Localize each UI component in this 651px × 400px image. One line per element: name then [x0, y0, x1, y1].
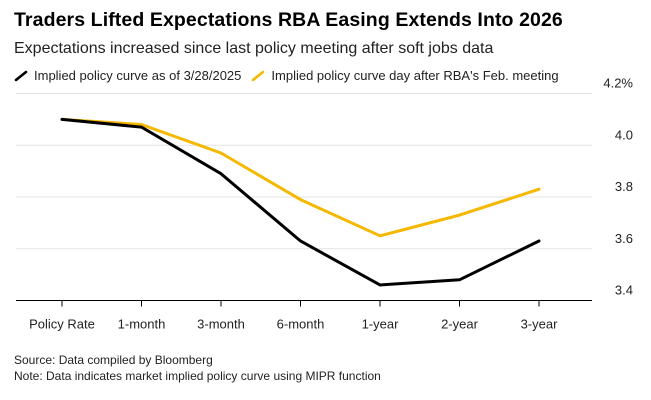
series-line-yellow: [60, 117, 541, 238]
legend-swatch-yellow: [251, 70, 265, 82]
series-line-black: [60, 117, 541, 287]
y-tick-label: 4.2%: [603, 76, 633, 91]
chart-title: Traders Lifted Expectations RBA Easing E…: [14, 9, 563, 31]
line-chart: 3.4 3.6 3.8 4.0 4.2% Policy Rate 1-month 3-mont…: [16, 76, 633, 332]
y-tick-label: 3.4: [615, 283, 633, 298]
y-tick-label: 3.8: [615, 179, 633, 194]
legend-item-black: Implied policy curve as of 3/28/2025: [14, 68, 241, 83]
x-tick-label: Policy Rate: [29, 317, 95, 332]
legend-label-black: Implied policy curve as of 3/28/2025: [34, 68, 242, 83]
footer-note: Note: Data indicates market implied poli…: [14, 369, 381, 383]
x-tick-label: 2-year: [441, 317, 479, 332]
y-tick-label: 4.0: [615, 127, 633, 142]
legend-item-yellow: Implied policy curve day after RBA's Feb…: [251, 68, 559, 83]
x-tick-label: 3-month: [197, 317, 245, 332]
legend-label-yellow: Implied policy curve day after RBA's Feb…: [271, 68, 559, 83]
y-tick-label: 3.6: [615, 231, 633, 246]
x-tick-label: 1-month: [118, 317, 166, 332]
legend-swatch-black: [14, 70, 28, 82]
chart-subtitle: Expectations increased since last policy…: [14, 40, 494, 57]
chart-legend: Implied policy curve as of 3/28/2025 Imp…: [14, 68, 569, 83]
footer-source: Source: Data compiled by Bloomberg: [14, 353, 213, 367]
x-tick-label: 3-year: [521, 317, 559, 332]
x-tick-label: 1-year: [362, 317, 400, 332]
x-tick-label: 6-month: [277, 317, 325, 332]
